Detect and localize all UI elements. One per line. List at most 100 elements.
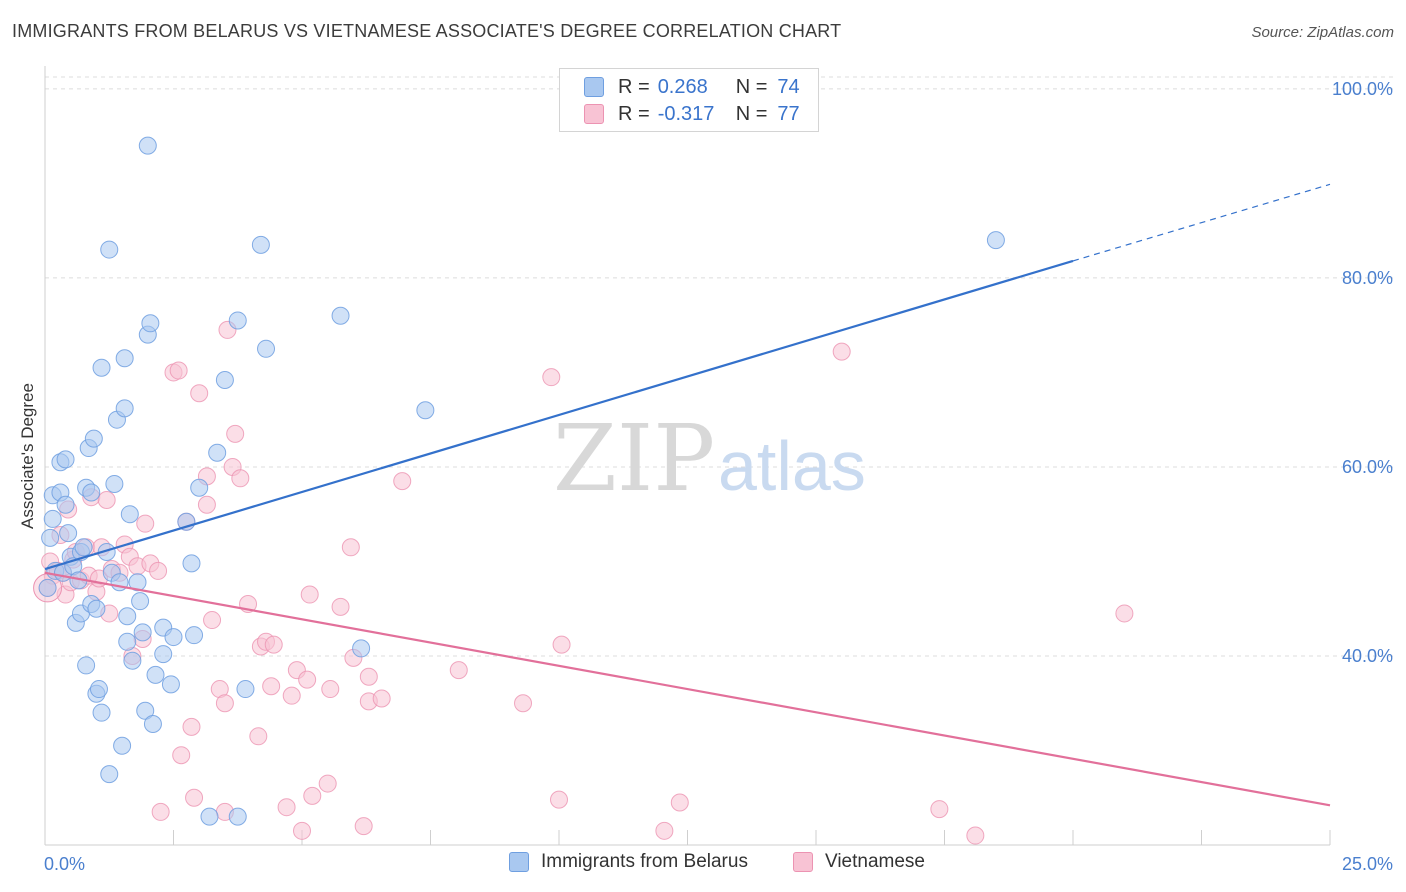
belarus-point bbox=[161, 675, 180, 694]
belarus-point bbox=[123, 651, 142, 670]
belarus-point bbox=[208, 443, 227, 462]
vietnamese-point bbox=[354, 817, 373, 836]
belarus-point bbox=[113, 736, 132, 755]
belarus-point bbox=[105, 474, 124, 493]
belarus-point bbox=[100, 240, 119, 259]
vietnamese-point bbox=[231, 469, 250, 488]
vietnamese-point bbox=[321, 680, 340, 699]
vietnamese-point bbox=[151, 802, 170, 821]
vietnamese-swatch bbox=[584, 104, 604, 124]
belarus-point bbox=[200, 807, 219, 826]
vietnamese-point bbox=[359, 667, 378, 686]
r-value-belarus: 0.268 bbox=[657, 75, 708, 98]
legend-item-belarus[interactable]: Immigrants from Belarus bbox=[509, 851, 748, 873]
belarus-point bbox=[115, 349, 134, 368]
vietnamese-point bbox=[341, 538, 360, 557]
n-value-vietnamese: 77 bbox=[777, 102, 800, 125]
legend-row-vietnamese: R = -0.317 N = 77 bbox=[584, 101, 800, 127]
belarus-point bbox=[416, 401, 435, 420]
belarus-point bbox=[118, 607, 137, 626]
belarus-point bbox=[43, 509, 62, 528]
vietnamese-point bbox=[277, 798, 296, 817]
vietnamese-point bbox=[670, 793, 689, 812]
belarus-trend-extension bbox=[1072, 183, 1331, 262]
vietnamese-point bbox=[249, 727, 268, 746]
belarus-point bbox=[138, 136, 157, 155]
belarus-point bbox=[190, 478, 209, 497]
vietnamese-point bbox=[550, 790, 568, 809]
vietnamese-point bbox=[318, 774, 337, 793]
belarus-swatch bbox=[509, 852, 529, 872]
vietnamese-points bbox=[33, 320, 1134, 845]
vietnamese-point bbox=[393, 472, 412, 491]
trend-lines bbox=[44, 183, 1331, 807]
y-tick-label: 60.0% bbox=[1342, 457, 1393, 477]
belarus-point bbox=[141, 314, 160, 333]
vietnamese-point bbox=[97, 491, 116, 510]
vietnamese-point bbox=[136, 514, 155, 533]
vietnamese-point bbox=[293, 821, 311, 840]
belarus-point bbox=[182, 554, 201, 573]
belarus-point bbox=[41, 528, 60, 547]
vietnamese-point bbox=[226, 424, 245, 443]
vietnamese-point bbox=[542, 368, 561, 387]
belarus-point bbox=[143, 715, 162, 734]
belarus-point bbox=[92, 358, 111, 377]
vietnamese-point bbox=[203, 611, 222, 630]
belarus-point bbox=[228, 807, 247, 826]
vietnamese-point bbox=[930, 800, 949, 819]
vietnamese-swatch bbox=[793, 852, 813, 872]
vietnamese-point bbox=[215, 694, 234, 713]
belarus-point bbox=[38, 578, 57, 597]
belarus-point bbox=[257, 339, 276, 358]
belarus-trend-line bbox=[44, 259, 1074, 571]
belarus-point bbox=[228, 311, 247, 330]
legend-item-vietnamese[interactable]: Vietnamese bbox=[793, 851, 925, 873]
vietnamese-point bbox=[966, 826, 985, 845]
belarus-point bbox=[215, 371, 234, 389]
belarus-point bbox=[136, 701, 155, 720]
n-label: N = bbox=[735, 75, 768, 98]
y-axis-label: Associate's Degree bbox=[18, 383, 37, 529]
n-value-belarus: 74 bbox=[777, 75, 800, 98]
watermark-atlas: atlas bbox=[718, 427, 866, 505]
n-label: N = bbox=[735, 102, 768, 125]
vietnamese-point bbox=[169, 361, 188, 380]
x-tick-label: 0.0% bbox=[44, 854, 85, 874]
belarus-point bbox=[74, 538, 93, 557]
belarus-swatch bbox=[584, 77, 604, 97]
vietnamese-trend-line bbox=[44, 571, 1331, 807]
watermark-zip: ZIP bbox=[553, 405, 715, 512]
vietnamese-point bbox=[149, 561, 168, 580]
vietnamese-point bbox=[182, 717, 201, 736]
vietnamese-point bbox=[832, 342, 851, 361]
r-label: R = bbox=[618, 102, 650, 125]
belarus-point bbox=[59, 524, 78, 543]
belarus-point bbox=[56, 450, 75, 469]
tick-labels: 40.0% 60.0% 80.0% 100.0% 0.0% 25.0% bbox=[44, 79, 1393, 874]
vietnamese-point bbox=[514, 694, 533, 713]
belarus-point bbox=[56, 495, 75, 514]
belarus-point bbox=[146, 665, 165, 684]
axes bbox=[44, 66, 1331, 846]
belarus-point bbox=[87, 599, 106, 618]
vietnamese-point bbox=[303, 786, 322, 805]
legend-row-belarus: R = 0.268 N = 74 bbox=[584, 74, 800, 100]
stats-legend: R = 0.268 N = 74 R = -0.317 N = 77 bbox=[559, 68, 819, 132]
vietnamese-point bbox=[185, 788, 204, 807]
belarus-point bbox=[154, 645, 173, 664]
belarus-point bbox=[236, 680, 255, 699]
vietnamese-point bbox=[298, 670, 317, 689]
vietnamese-point bbox=[372, 689, 391, 708]
belarus-point bbox=[84, 429, 103, 448]
vietnamese-point bbox=[449, 661, 468, 680]
belarus-point bbox=[331, 306, 350, 325]
legend-label-belarus: Immigrants from Belarus bbox=[541, 851, 748, 872]
r-label: R = bbox=[618, 75, 650, 98]
belarus-point bbox=[100, 765, 119, 784]
belarus-point bbox=[352, 639, 371, 658]
belarus-point bbox=[251, 235, 270, 254]
vietnamese-point bbox=[300, 585, 319, 604]
belarus-point bbox=[185, 626, 204, 645]
